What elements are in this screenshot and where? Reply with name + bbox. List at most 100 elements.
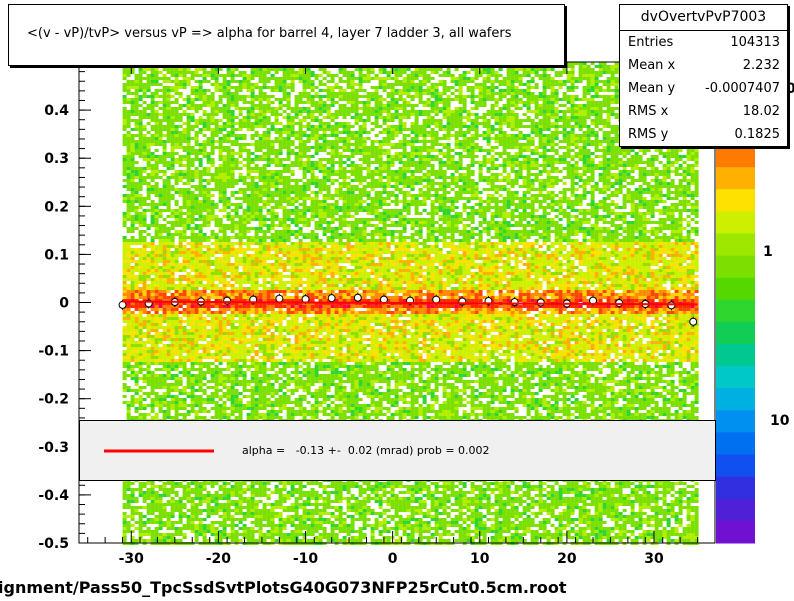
density-cell: [486, 110, 491, 113]
density-cell: [338, 167, 343, 170]
density-cell: [426, 89, 431, 92]
density-cell: [506, 113, 511, 116]
density-cell: [382, 167, 387, 170]
density-cell: [514, 194, 519, 197]
density-cell: [266, 101, 271, 104]
density-cell: [542, 188, 547, 191]
density-cell: [202, 191, 207, 194]
density-cell: [622, 176, 627, 179]
density-cell: [282, 179, 287, 182]
density-cell: [174, 188, 179, 191]
density-cell: [266, 110, 271, 113]
density-cell: [550, 107, 555, 110]
density-cell: [222, 146, 227, 149]
density-cell: [450, 158, 455, 161]
density-cell: [162, 104, 167, 107]
density-cell: [486, 170, 491, 173]
density-cell: [234, 152, 239, 155]
density-cell: [662, 194, 667, 197]
density-cell: [642, 188, 647, 191]
density-cell: [298, 134, 303, 137]
density-cell: [586, 164, 591, 167]
density-cell: [694, 191, 699, 194]
density-cell: [346, 125, 351, 128]
density-cell: [378, 191, 383, 194]
density-cell: [274, 131, 279, 134]
density-cell: [362, 95, 367, 98]
density-cell: [454, 65, 459, 68]
density-cell: [158, 200, 163, 203]
density-cell: [286, 128, 291, 131]
density-cell: [246, 65, 251, 68]
density-cell: [370, 122, 375, 125]
density-cell: [486, 95, 491, 98]
density-cell: [174, 173, 179, 176]
density-cell: [470, 152, 475, 155]
density-cell: [518, 68, 523, 71]
density-cell: [658, 173, 663, 176]
density-cell: [242, 116, 247, 119]
density-cell: [366, 161, 371, 164]
density-cell: [154, 158, 159, 161]
density-cell: [530, 77, 535, 80]
density-cell: [294, 152, 299, 155]
density-cell: [198, 68, 203, 71]
density-cell: [146, 194, 151, 197]
density-cell: [498, 140, 503, 143]
density-cell: [534, 86, 539, 89]
density-cell: [490, 182, 495, 185]
density-cell: [690, 152, 695, 155]
density-cell: [146, 113, 151, 116]
density-cell: [594, 131, 599, 134]
density-cell: [694, 194, 699, 197]
density-cell: [422, 173, 427, 176]
density-cell: [594, 86, 599, 89]
density-cell: [610, 182, 615, 185]
density-cell: [426, 176, 431, 179]
density-cell: [134, 110, 139, 113]
density-cell: [274, 188, 279, 191]
density-cell: [490, 110, 495, 113]
density-cell: [602, 140, 607, 143]
density-cell: [370, 173, 375, 176]
density-cell: [250, 65, 255, 68]
density-cell: [174, 170, 179, 173]
density-cell: [130, 173, 135, 176]
density-cell: [574, 161, 579, 164]
density-cell: [194, 194, 199, 197]
density-cell: [146, 65, 151, 68]
density-cell: [178, 74, 183, 77]
density-cell: [206, 173, 211, 176]
density-cell: [654, 197, 659, 200]
density-cell: [190, 128, 195, 131]
density-cell: [386, 92, 391, 95]
density-cell: [434, 155, 439, 158]
density-cell: [538, 194, 543, 197]
density-cell: [154, 182, 159, 185]
density-cell: [170, 89, 175, 92]
density-cell: [406, 179, 411, 182]
density-cell: [338, 188, 343, 191]
density-cell: [222, 188, 227, 191]
density-cell: [570, 110, 575, 113]
density-cell: [598, 119, 603, 122]
density-cell: [298, 119, 303, 122]
density-cell: [502, 95, 507, 98]
density-cell: [310, 131, 315, 134]
density-cell: [142, 152, 147, 155]
density-cell: [130, 146, 135, 149]
density-cell: [454, 119, 459, 122]
density-cell: [454, 131, 459, 134]
density-cell: [470, 191, 475, 194]
density-cell: [674, 167, 679, 170]
density-cell: [550, 191, 555, 194]
density-cell: [206, 197, 211, 200]
density-cell: [178, 155, 183, 158]
density-cell: [130, 191, 135, 194]
density-cell: [574, 194, 579, 197]
density-cell: [374, 74, 379, 77]
density-cell: [158, 191, 163, 194]
density-cell: [130, 68, 135, 71]
density-cell: [166, 128, 171, 131]
density-cell: [562, 98, 567, 101]
